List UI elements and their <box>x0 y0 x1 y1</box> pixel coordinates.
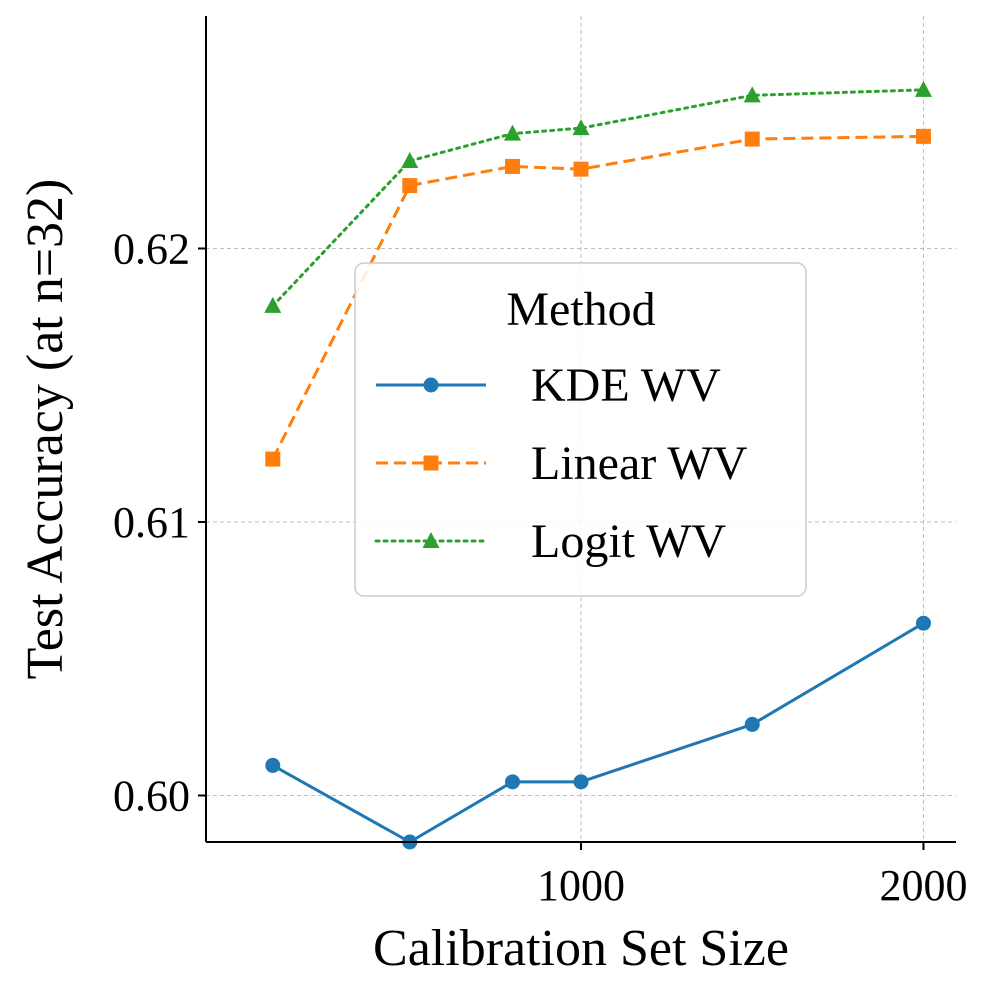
y-tick-label: 0.62 <box>113 224 190 273</box>
series-line-logit-wv <box>271 88 925 308</box>
data-point-linear-wv <box>265 451 281 467</box>
legend-label-linear-wv: Linear WV <box>531 437 748 490</box>
data-point-logit-wv <box>504 124 522 141</box>
legend-label-kde-wv: KDE WV <box>531 359 721 412</box>
legend-marker-logit-wv <box>422 532 440 548</box>
data-point-linear-wv <box>573 161 589 177</box>
legend-entries: KDE WV Linear WV Logit WV <box>374 359 748 568</box>
legend-marker-kde-wv <box>423 377 439 393</box>
x-tick-label: 1000 <box>537 861 625 910</box>
data-point-linear-wv <box>402 178 418 194</box>
data-point-kde-wv <box>744 716 760 732</box>
series-kde-wv <box>265 615 931 850</box>
series-linear-wv <box>265 128 931 467</box>
y-axis-label: Test Accuracy (at n=32) <box>17 179 74 680</box>
series-logit-wv <box>264 80 932 313</box>
legend: Method KDE WV Linear WV Logit WV <box>354 262 807 597</box>
legend-title: Method <box>506 283 655 336</box>
legend-entry-linear-wv: Linear WV <box>376 437 748 490</box>
data-point-linear-wv <box>505 158 521 174</box>
data-point-linear-wv <box>744 131 760 147</box>
legend-label-logit-wv: Logit WV <box>531 515 726 568</box>
series-line-kde-wv <box>272 621 925 844</box>
data-point-kde-wv <box>915 615 931 631</box>
x-axis-label: Calibration Set Size <box>373 920 789 977</box>
data-point-kde-wv <box>573 774 589 790</box>
legend-entry-logit-wv: Logit WV <box>374 515 726 568</box>
data-point-logit-wv <box>743 86 761 103</box>
data-point-logit-wv <box>401 151 419 168</box>
series-line-linear-wv <box>271 134 924 460</box>
data-point-kde-wv <box>505 774 521 790</box>
ticks: 0.60 0.61 0.62 1000 2000 <box>113 224 967 910</box>
y-tick-label: 0.60 <box>113 772 190 821</box>
data-point-logit-wv <box>264 296 282 313</box>
series-layer <box>264 80 932 850</box>
legend-marker-linear-wv <box>423 455 439 471</box>
legend-frame <box>354 262 807 597</box>
data-point-logit-wv <box>572 119 590 136</box>
data-point-linear-wv <box>915 128 931 144</box>
data-point-logit-wv <box>914 80 932 97</box>
legend-entry-kde-wv: KDE WV <box>376 359 721 412</box>
data-point-kde-wv <box>265 757 281 773</box>
y-tick-label: 0.61 <box>113 498 190 547</box>
x-tick-label: 2000 <box>879 861 967 910</box>
